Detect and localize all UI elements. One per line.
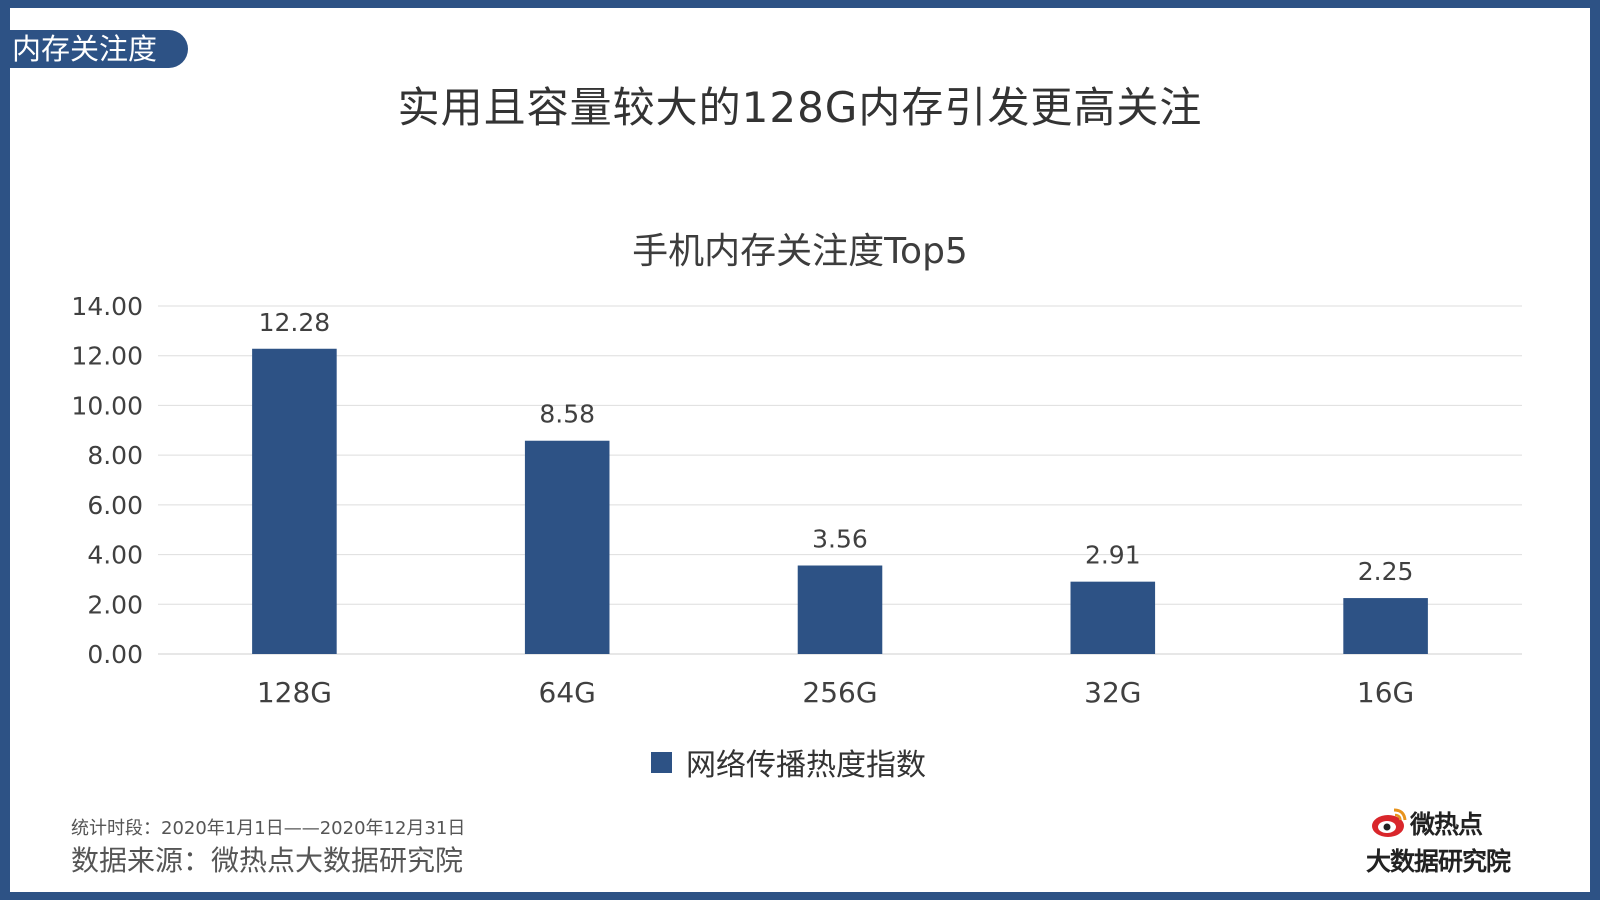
logo-subtitle: 大数据研究院 [1366, 847, 1511, 876]
y-tick-label: 10.00 [71, 391, 143, 420]
bar [524, 440, 610, 654]
y-tick-label: 6.00 [87, 491, 143, 520]
footer-source: 数据来源：微热点大数据研究院 [71, 844, 464, 877]
x-axis-ticks: 128G 64G 256G 32G 16G [257, 676, 1414, 709]
legend-swatch [651, 751, 672, 773]
x-tick-label: 128G [257, 676, 332, 709]
x-tick-label: 16G [1357, 676, 1414, 709]
y-tick-label: 0.00 [87, 640, 143, 669]
data-label: 3.56 [812, 525, 868, 554]
chart-title: 手机内存关注度Top5 [632, 231, 968, 272]
bar [1343, 598, 1428, 654]
bar [252, 348, 337, 654]
footer-period: 统计时段：2020年1月1日——2020年12月31日 [71, 818, 466, 839]
bars [252, 348, 1428, 654]
weibo-eye-icon [1372, 808, 1407, 837]
data-label: 8.58 [539, 400, 595, 429]
y-tick-label: 12.00 [71, 342, 143, 371]
bar [1070, 581, 1156, 654]
data-label: 2.25 [1358, 557, 1414, 586]
x-tick-label: 32G [1084, 676, 1141, 709]
y-tick-label: 2.00 [87, 590, 143, 619]
brand-logo: 微热点 大数据研究院 [1366, 806, 1540, 876]
data-label: 12.28 [259, 308, 331, 337]
logo-brand: 微热点 [1410, 810, 1483, 839]
legend-label: 网络传播热度指数 [686, 748, 926, 783]
y-tick-label: 8.00 [87, 441, 143, 470]
y-tick-label: 14.00 [71, 292, 143, 321]
bar [797, 565, 883, 654]
x-tick-label: 64G [539, 676, 596, 709]
chart-legend: 网络传播热度指数 [651, 745, 926, 783]
x-tick-label: 256G [802, 676, 877, 709]
section-tag: 内存关注度 [8, 30, 188, 68]
data-labels: 12.28 8.58 3.56 2.91 2.25 [259, 308, 1414, 586]
page-title: 实用且容量较大的128G内存引发更高关注 [397, 83, 1203, 132]
y-tick-label: 4.00 [87, 541, 143, 570]
data-label: 2.91 [1085, 541, 1141, 570]
y-axis-ticks: 0.00 2.00 4.00 6.00 8.00 10.00 12.00 14.00 [71, 292, 143, 669]
